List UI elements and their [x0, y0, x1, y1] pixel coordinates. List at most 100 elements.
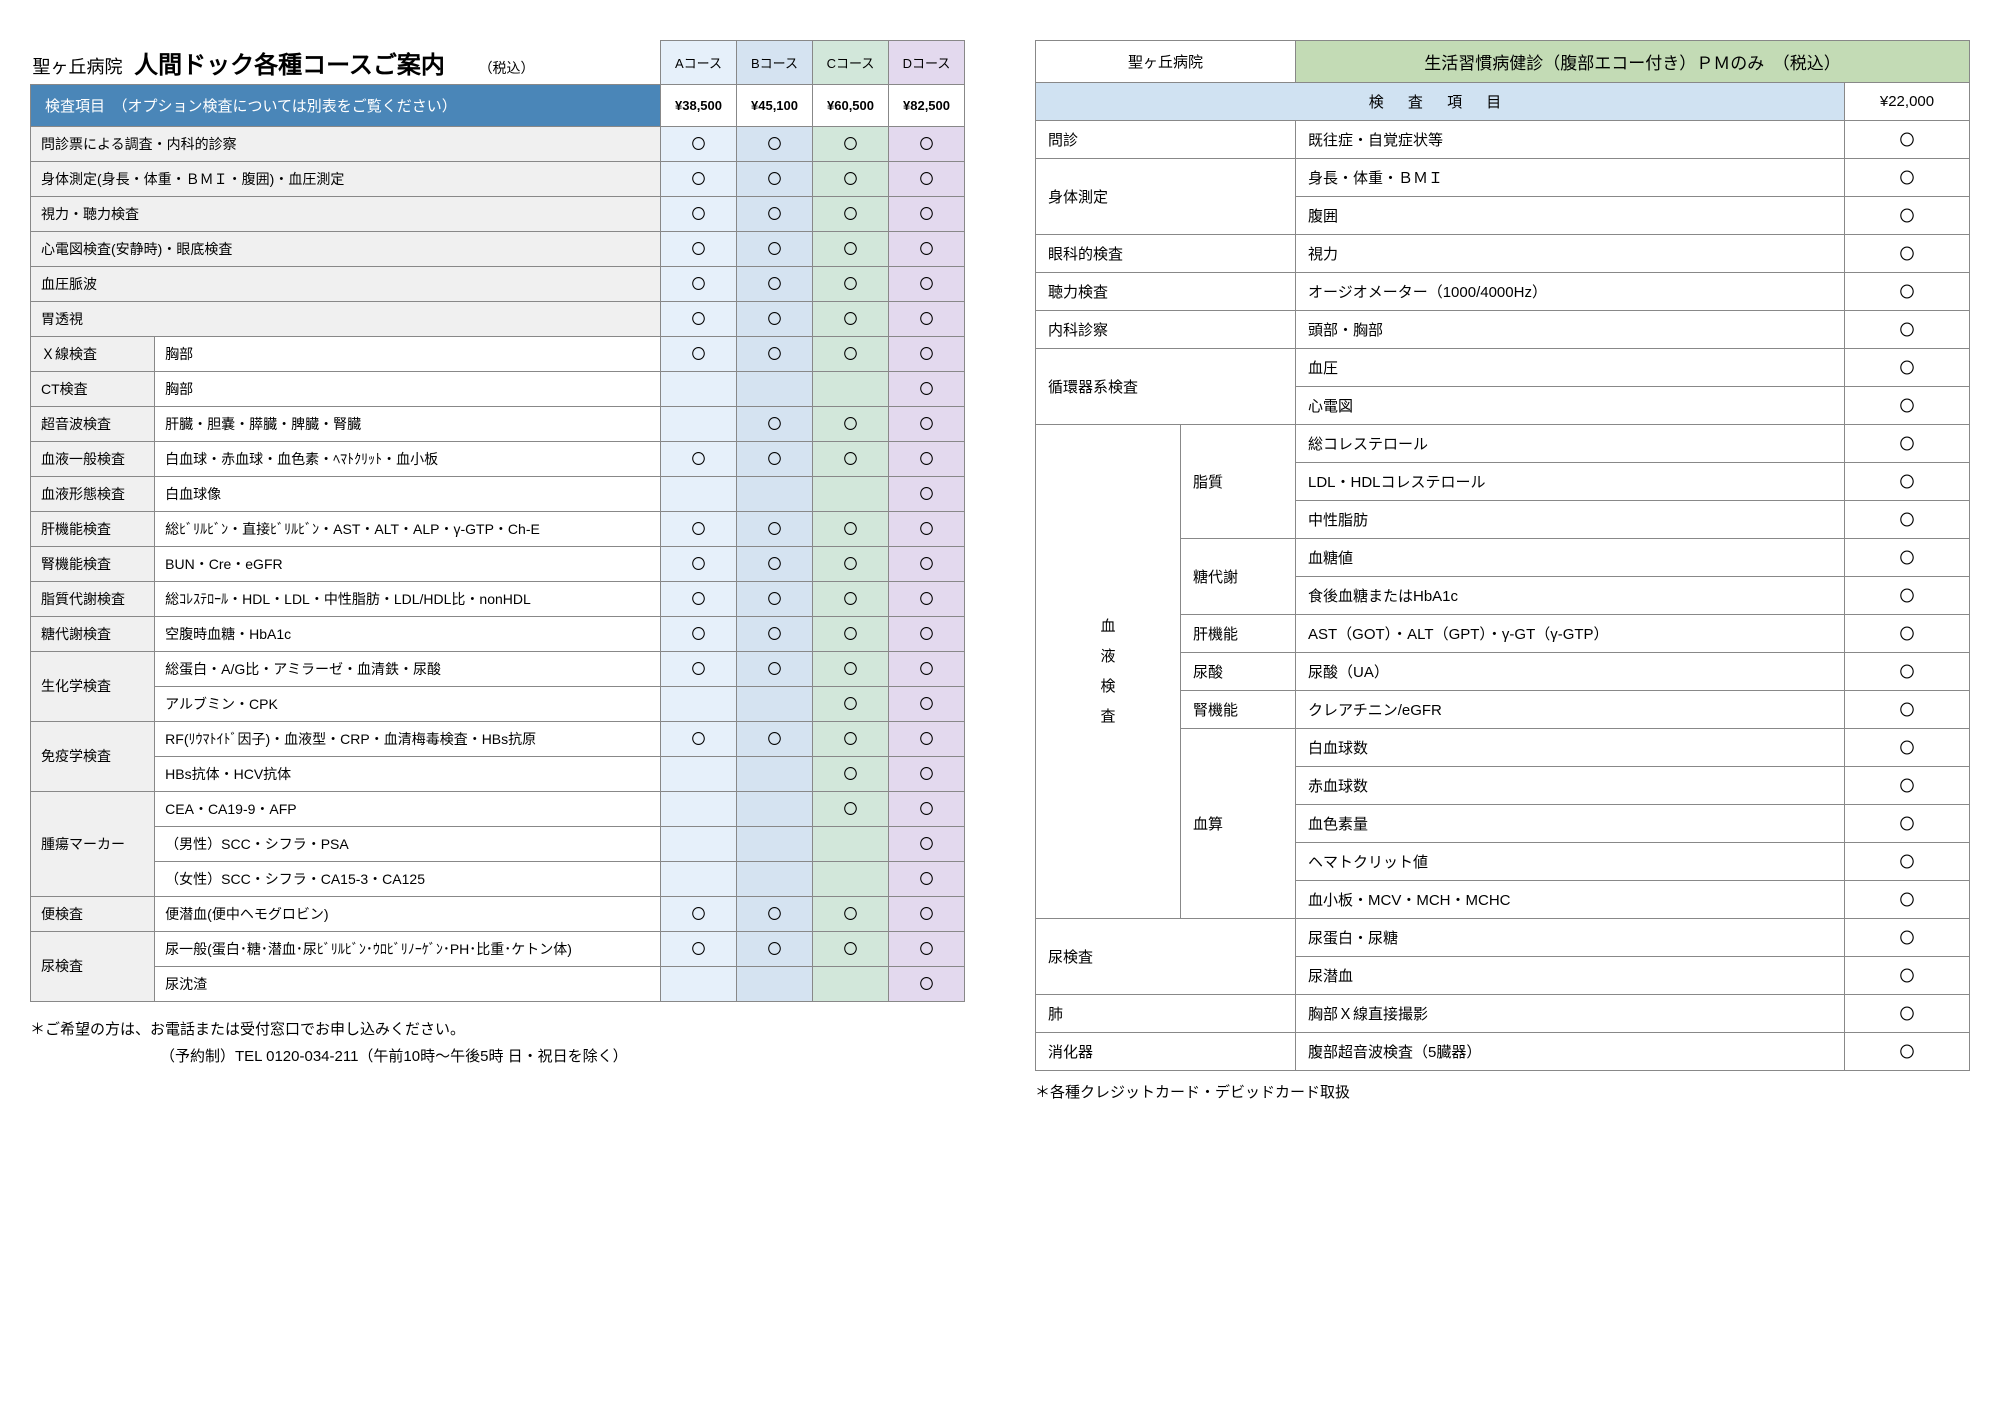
section-cell: 聴力検査: [1036, 273, 1296, 311]
detail-cell: クレアチニン/eGFR: [1296, 691, 1845, 729]
category-cell: 心電図検査(安静時)・眼底検査: [31, 231, 661, 266]
right-hospital: 聖ヶ丘病院: [1036, 41, 1296, 83]
mark-a: [661, 476, 737, 511]
mark-d: 〇: [889, 721, 965, 756]
detail-cell: 白血球・赤血球・血色素・ﾍﾏﾄｸﾘｯﾄ・血小板: [155, 441, 661, 476]
mark-b: [737, 371, 813, 406]
mark-a: 〇: [661, 126, 737, 161]
left-panel: 聖ヶ丘病院 人間ドック各種コースご案内 （税込） Aコース Bコース Cコース …: [30, 40, 965, 1070]
table-row: 血液形態検査白血球像〇: [31, 476, 965, 511]
mark-a: 〇: [661, 231, 737, 266]
mark-b: 〇: [737, 721, 813, 756]
detail-cell: 総ﾋﾞﾘﾙﾋﾞﾝ・直接ﾋﾞﾘﾙﾋﾞﾝ・AST・ALT・ALP・γ-GTP・Ch-…: [155, 511, 661, 546]
mark-c: [813, 826, 889, 861]
table-row: 身体測定(身長・体重・ＢＭＩ・腹囲)・血圧測定〇〇〇〇: [31, 161, 965, 196]
detail-cell: 既往症・自覚症状等: [1296, 121, 1845, 159]
mark-d: 〇: [889, 756, 965, 791]
course-b-hdr: Bコース: [737, 41, 813, 85]
mark-cell: 〇: [1845, 349, 1970, 387]
table-row: 問診既往症・自覚症状等〇: [1036, 121, 1970, 159]
mark-a: [661, 861, 737, 896]
table-row: 聴力検査オージオメーター（1000/4000Hz）〇: [1036, 273, 1970, 311]
mark-d: 〇: [889, 336, 965, 371]
table-row: 尿検査尿一般(蛋白･糖･潜血･尿ﾋﾞﾘﾙﾋﾞﾝ･ｳﾛﾋﾞﾘﾉｰｹﾞﾝ･PH･比重…: [31, 931, 965, 966]
mark-d: 〇: [889, 616, 965, 651]
items-header: 検査項目 （オプション検査については別表をご覧ください）: [31, 84, 661, 126]
mark-c: 〇: [813, 126, 889, 161]
mark-b: [737, 686, 813, 721]
detail-cell: ヘマトクリット値: [1296, 843, 1845, 881]
detail-cell: 総蛋白・A/G比・アミラーゼ・血清鉄・尿酸: [155, 651, 661, 686]
detail-cell: 中性脂肪: [1296, 501, 1845, 539]
mark-d: 〇: [889, 196, 965, 231]
category-cell: 視力・聴力検査: [31, 196, 661, 231]
mark-b: 〇: [737, 616, 813, 651]
mark-b: [737, 966, 813, 1001]
mark-cell: 〇: [1845, 577, 1970, 615]
mark-cell: 〇: [1845, 767, 1970, 805]
mark-c: 〇: [813, 721, 889, 756]
table-row: アルブミン・CPK〇〇: [31, 686, 965, 721]
detail-cell: 白血球数: [1296, 729, 1845, 767]
table-row: 血液一般検査白血球・赤血球・血色素・ﾍﾏﾄｸﾘｯﾄ・血小板〇〇〇〇: [31, 441, 965, 476]
sub-cell: 脂質: [1181, 425, 1296, 539]
detail-cell: アルブミン・CPK: [155, 686, 661, 721]
section-cell: 血 液 検 査: [1036, 425, 1181, 919]
section-cell: 肺: [1036, 995, 1296, 1033]
detail-cell: オージオメーター（1000/4000Hz）: [1296, 273, 1845, 311]
table-row: HBs抗体・HCV抗体〇〇: [31, 756, 965, 791]
mark-cell: 〇: [1845, 387, 1970, 425]
mark-b: 〇: [737, 161, 813, 196]
table-row: 肺胸部Ｘ線直接撮影〇: [1036, 995, 1970, 1033]
mark-d: 〇: [889, 406, 965, 441]
course-c-hdr: Cコース: [813, 41, 889, 85]
note-line1: ＊ご希望の方は、お電話または受付窓口でお申し込みください。: [30, 1016, 965, 1043]
detail-cell: 尿蛋白・尿糖: [1296, 919, 1845, 957]
section-cell: 身体測定: [1036, 159, 1296, 235]
mark-b: [737, 791, 813, 826]
mark-d: 〇: [889, 931, 965, 966]
table-row: （女性）SCC・シフラ・CA15-3・CA125〇: [31, 861, 965, 896]
sub-cell: 肝機能: [1181, 615, 1296, 653]
table-row: 尿沈渣〇: [31, 966, 965, 1001]
mark-d: 〇: [889, 266, 965, 301]
detail-cell: 白血球像: [155, 476, 661, 511]
main-title: 人間ドック各種コースご案内: [134, 52, 445, 79]
section-cell: 尿検査: [1036, 919, 1296, 995]
detail-cell: 胸部Ｘ線直接撮影: [1296, 995, 1845, 1033]
mark-cell: 〇: [1845, 197, 1970, 235]
table-row: 便検査便潜血(便中ヘモグロビン)〇〇〇〇: [31, 896, 965, 931]
table-row: 身体測定身長・体重・ＢＭＩ〇: [1036, 159, 1970, 197]
category-cell: 糖代謝検査: [31, 616, 155, 651]
table-row: 腎機能検査BUN・Cre・eGFR〇〇〇〇: [31, 546, 965, 581]
mark-a: [661, 686, 737, 721]
mark-d: 〇: [889, 161, 965, 196]
mark-b: [737, 756, 813, 791]
detail-cell: CEA・CA19-9・AFP: [155, 791, 661, 826]
mark-d: 〇: [889, 231, 965, 266]
category-cell: 超音波検査: [31, 406, 155, 441]
kensa-header: 検 査 項 目: [1036, 83, 1845, 121]
mark-cell: 〇: [1845, 121, 1970, 159]
mark-c: [813, 371, 889, 406]
mark-cell: 〇: [1845, 843, 1970, 881]
mark-d: 〇: [889, 861, 965, 896]
category-cell: 便検査: [31, 896, 155, 931]
category-cell: CT検査: [31, 371, 155, 406]
mark-cell: 〇: [1845, 501, 1970, 539]
mark-d: 〇: [889, 476, 965, 511]
detail-cell: LDL・HDLコレステロール: [1296, 463, 1845, 501]
note-line2: （予約制）TEL 0120-034-211（午前10時～午後5時 日・祝日を除く…: [160, 1043, 965, 1070]
mark-c: 〇: [813, 651, 889, 686]
price-d: ¥82,500: [889, 84, 965, 126]
mark-d: 〇: [889, 651, 965, 686]
mark-cell: 〇: [1845, 919, 1970, 957]
mark-cell: 〇: [1845, 1033, 1970, 1071]
mark-b: 〇: [737, 126, 813, 161]
mark-c: 〇: [813, 546, 889, 581]
table-row: 腫瘍マーカーCEA・CA19-9・AFP〇〇: [31, 791, 965, 826]
mark-cell: 〇: [1845, 881, 1970, 919]
detail-cell: 血糖値: [1296, 539, 1845, 577]
mark-b: 〇: [737, 651, 813, 686]
detail-cell: 心電図: [1296, 387, 1845, 425]
